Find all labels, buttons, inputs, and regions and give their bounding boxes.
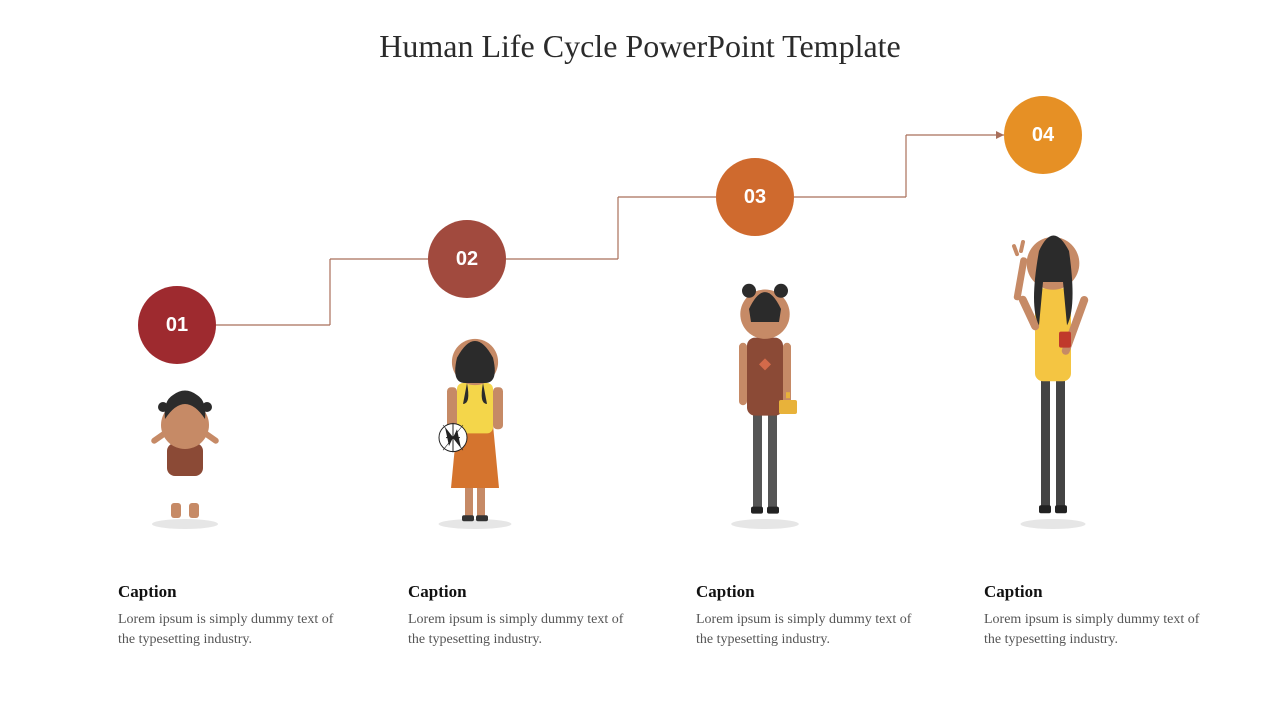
stage-4-caption-block: Caption Lorem ipsum is simply dummy text …	[984, 582, 1204, 651]
stage-1-caption: Caption	[118, 582, 338, 602]
stage-3-caption-block: Caption Lorem ipsum is simply dummy text …	[696, 582, 916, 651]
slide-title: Human Life Cycle PowerPoint Template	[0, 28, 1280, 65]
stage-2-circle: 02	[428, 220, 506, 298]
stage-1-description: Lorem ipsum is simply dummy text of the …	[118, 610, 338, 651]
stage-3-caption: Caption	[696, 582, 916, 602]
stage-1-circle: 01	[138, 286, 216, 364]
stage-2-figure	[410, 320, 540, 530]
stage-2-description: Lorem ipsum is simply dummy text of the …	[408, 610, 628, 651]
stage-3-figure	[700, 270, 830, 530]
stage-4-figure	[988, 220, 1118, 530]
stage-3-description: Lorem ipsum is simply dummy text of the …	[696, 610, 916, 651]
stage-1-figure	[130, 380, 240, 530]
stage-2-caption-block: Caption Lorem ipsum is simply dummy text …	[408, 582, 628, 651]
stage-4-description: Lorem ipsum is simply dummy text of the …	[984, 610, 1204, 651]
stage-3-circle: 03	[716, 158, 794, 236]
stage-4-caption: Caption	[984, 582, 1204, 602]
stage-1-caption-block: Caption Lorem ipsum is simply dummy text …	[118, 582, 338, 651]
stage-2-caption: Caption	[408, 582, 628, 602]
stage-4-circle: 04	[1004, 96, 1082, 174]
